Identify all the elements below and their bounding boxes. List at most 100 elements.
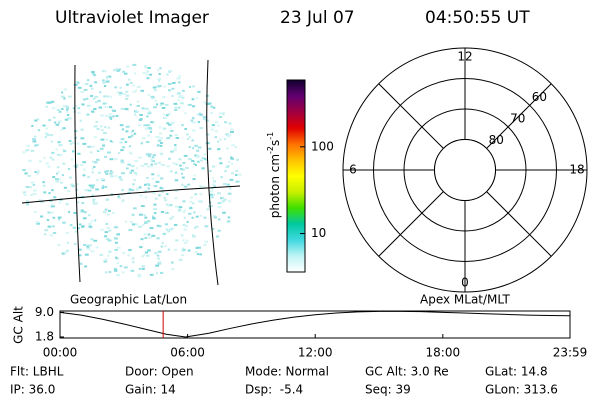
pixel [43,191,47,194]
mlt-label: 0 [461,276,469,290]
pixel [176,92,181,95]
pixel [111,140,114,143]
pixel [151,177,154,180]
pixel [234,173,238,176]
pixel [99,91,102,94]
pixel [226,220,231,223]
pixel [105,77,109,80]
pixel [203,116,208,119]
pixel [116,69,121,72]
pixel [174,171,178,174]
pixel [111,171,114,174]
pixel [133,132,137,135]
pixel [36,144,40,147]
pixel [149,227,154,230]
pixel [74,130,78,133]
pixel [227,200,232,203]
pixel [94,95,99,98]
pixel [143,233,148,236]
pixel [32,193,37,196]
pixel [52,216,56,219]
pixel [216,148,221,151]
pixel [97,171,101,174]
pixel [129,220,133,223]
pixel [66,107,70,110]
pixel [81,202,85,205]
pixel [75,183,79,186]
pixel [132,84,136,87]
pixel [114,175,118,178]
pixel [235,158,240,161]
pixel [208,147,212,150]
pixel [103,95,106,98]
pixel [143,221,148,224]
pixel [82,161,87,164]
pixel [156,174,161,177]
pixel [150,95,155,98]
pixel [157,261,162,264]
pixel [51,189,54,192]
pixel [36,222,40,225]
pixel [210,128,215,131]
pixel [25,186,29,189]
pixel [164,223,169,226]
pixel [151,160,155,163]
pixel [160,211,165,214]
pixel [103,132,107,135]
pixel [147,249,151,252]
pixel [86,113,90,116]
pixel [86,245,90,248]
pixel [68,95,72,98]
pixel [194,250,198,253]
pixel [151,234,156,237]
pixel [147,155,151,158]
pixel [104,208,108,211]
footer: Flt: LBHL Door: Open Mode: Normal GC Alt: 3… [10,365,558,397]
pixel [81,103,85,106]
pixel [55,148,58,151]
pixel [57,141,61,144]
pixel [198,146,202,149]
pixel [32,183,36,186]
pixel [141,267,145,270]
pixel [227,216,231,219]
pixel [86,79,90,82]
pixel [60,128,63,131]
pixel [102,211,107,214]
pixel [212,165,216,168]
pixel [165,203,169,206]
pixel [205,159,208,162]
pixel [141,107,145,110]
pixel [109,158,114,161]
pixel [116,91,119,94]
pixel [37,170,40,173]
pixel [66,241,69,244]
pixel [24,172,28,175]
pixel [204,240,208,243]
pixel [183,241,188,244]
pixel [54,121,57,124]
pixel [120,200,124,203]
pixel [153,121,156,124]
pixel [106,237,110,240]
pixel [163,196,166,199]
pixel [174,133,179,136]
pixel [159,271,164,274]
pixel [62,105,67,108]
pixel [125,90,129,93]
pixel [63,97,66,100]
pixel [102,144,106,147]
pixel [144,196,148,199]
pixel [128,136,132,139]
pixel [77,201,80,204]
pixel [144,236,148,239]
pixel [191,216,194,219]
pixel [95,246,99,249]
pixel [150,121,154,124]
pixel [147,153,152,156]
pixel [221,196,225,199]
pixel [214,216,217,219]
pixel [77,227,80,230]
pixel [229,178,234,181]
pixel [166,193,169,196]
